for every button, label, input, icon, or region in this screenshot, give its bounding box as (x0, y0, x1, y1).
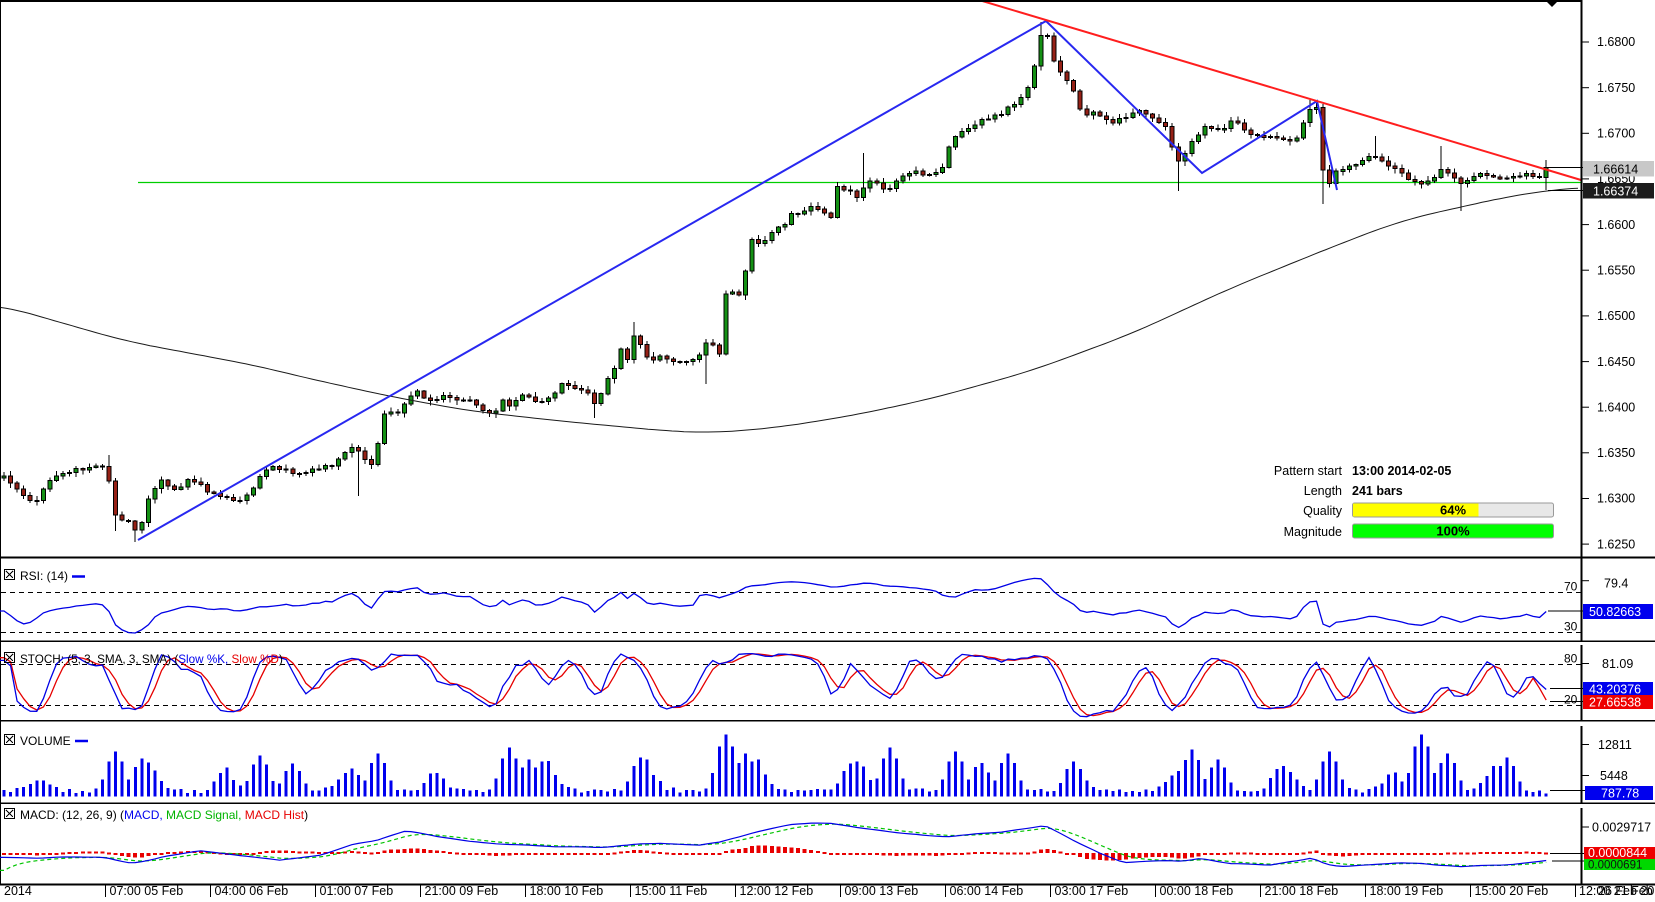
svg-text:1.6450: 1.6450 (1597, 355, 1635, 369)
svg-text:81.09: 81.09 (1602, 657, 1633, 671)
svg-text:00:00 18 Feb: 00:00 18 Feb (1160, 884, 1234, 897)
svg-text:12:00 12 Feb: 12:00 12 Feb (740, 884, 814, 897)
svg-text:1.66614: 1.66614 (1593, 163, 1638, 177)
svg-text:Magnitude: Magnitude (1284, 525, 1342, 539)
svg-text:0.0000844: 0.0000844 (1588, 846, 1647, 860)
svg-text:09:00 13 Feb: 09:00 13 Feb (845, 884, 919, 897)
svg-text:Length: Length (1304, 484, 1342, 498)
svg-text:12:00 21 Feb: 12:00 21 Feb (1579, 884, 1653, 897)
svg-text:1.6750: 1.6750 (1597, 81, 1635, 95)
svg-text:5448: 5448 (1600, 769, 1628, 783)
svg-text:27.66538: 27.66538 (1589, 696, 1641, 710)
svg-text:43.20376: 43.20376 (1589, 683, 1641, 697)
svg-text:70: 70 (1564, 580, 1578, 594)
svg-text:100%: 100% (1436, 524, 1470, 539)
svg-text:MACD: (12, 26, 9) (MACD, MACD: MACD: (12, 26, 9) (MACD, MACD Signal, MA… (20, 808, 308, 822)
svg-text:01:00 07 Feb: 01:00 07 Feb (320, 884, 394, 897)
svg-text:12811: 12811 (1598, 738, 1632, 752)
svg-text:80: 80 (1564, 652, 1578, 666)
svg-text:30: 30 (1564, 620, 1578, 634)
svg-text:18:00 19 Feb: 18:00 19 Feb (1370, 884, 1444, 897)
svg-text:21:00 18 Feb: 21:00 18 Feb (1265, 884, 1339, 897)
svg-text:18:00 10 Feb: 18:00 10 Feb (530, 884, 604, 897)
svg-text:15:00 20 Feb: 15:00 20 Feb (1475, 884, 1549, 897)
svg-text:1.6800: 1.6800 (1597, 35, 1635, 49)
svg-text:26 Feb 2014: 26 Feb 2014 (1598, 884, 1655, 897)
svg-text:15:00 11 Feb: 15:00 11 Feb (635, 884, 708, 897)
svg-text:64%: 64% (1440, 503, 1466, 518)
svg-text:1.6500: 1.6500 (1597, 309, 1635, 323)
svg-text:79.4: 79.4 (1604, 577, 1628, 591)
svg-text:1.66374: 1.66374 (1593, 185, 1638, 199)
svg-text:1.6550: 1.6550 (1597, 263, 1635, 277)
svg-text:1.6350: 1.6350 (1597, 446, 1635, 460)
svg-text:07:00 05 Feb: 07:00 05 Feb (110, 884, 184, 897)
svg-text:RSI: (14): RSI: (14) (20, 569, 68, 583)
svg-text:1.6600: 1.6600 (1597, 218, 1635, 232)
svg-text:2014: 2014 (4, 884, 32, 897)
svg-text:1.6700: 1.6700 (1597, 127, 1635, 141)
svg-text:Quality: Quality (1303, 504, 1343, 518)
svg-text:Pattern start: Pattern start (1274, 464, 1343, 478)
svg-text:241 bars: 241 bars (1352, 484, 1403, 498)
svg-text:VOLUME: VOLUME (20, 734, 71, 748)
svg-text:787.78: 787.78 (1601, 787, 1639, 801)
svg-text:50.82663: 50.82663 (1589, 605, 1641, 619)
svg-text:0.0000691: 0.0000691 (1588, 860, 1642, 872)
svg-text:STOCH: (5, 3, SMA, 3, SMA) (Sl: STOCH: (5, 3, SMA, 3, SMA) (Slow %K, Slo… (20, 653, 283, 666)
svg-text:20: 20 (1564, 693, 1578, 707)
svg-text:1.6250: 1.6250 (1597, 537, 1635, 551)
svg-text:03:00 17 Feb: 03:00 17 Feb (1055, 884, 1129, 897)
svg-text:04:00 06 Feb: 04:00 06 Feb (215, 884, 289, 897)
svg-text:06:00 14 Feb: 06:00 14 Feb (950, 884, 1024, 897)
svg-text:21:00 09 Feb: 21:00 09 Feb (425, 884, 499, 897)
svg-text:1.6400: 1.6400 (1597, 400, 1635, 414)
svg-text:1.6300: 1.6300 (1597, 492, 1635, 506)
svg-text:0.0029717: 0.0029717 (1592, 821, 1651, 835)
svg-text:13:00 2014-02-05: 13:00 2014-02-05 (1352, 464, 1451, 478)
